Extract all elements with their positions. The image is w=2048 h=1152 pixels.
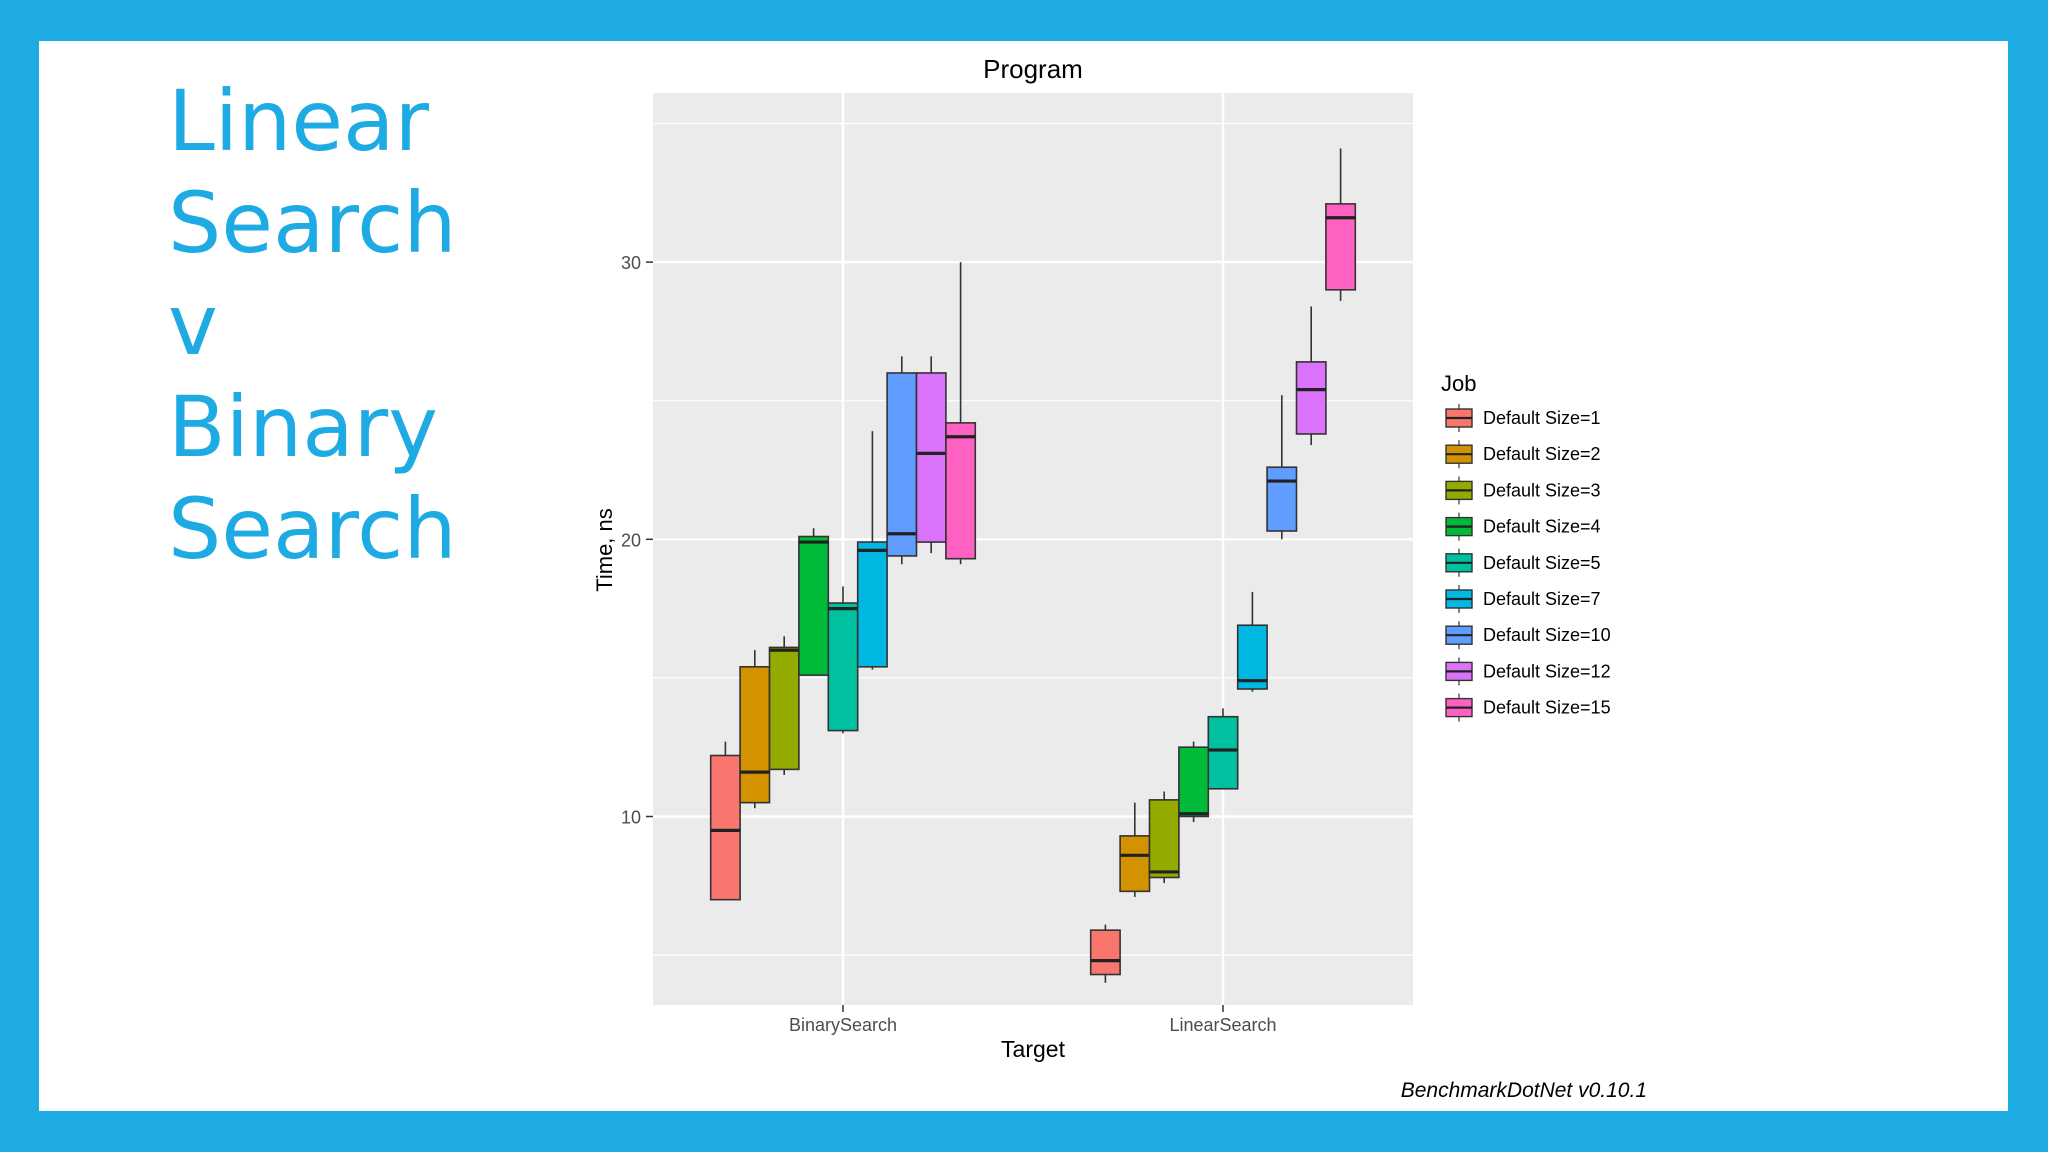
box-body xyxy=(945,422,977,560)
x-tick-label: BinarySearch xyxy=(789,1015,897,1035)
axis-layer: 10 20 30 BinarySearch LinearSearch xyxy=(621,253,1277,1035)
box-body xyxy=(709,754,741,901)
legend-label: Default Size=1 xyxy=(1483,408,1601,428)
box-body xyxy=(1119,835,1151,893)
legend-label: Default Size=10 xyxy=(1483,625,1611,645)
box-body xyxy=(1207,715,1239,790)
slide-title-line-4: Binary xyxy=(168,378,438,476)
box-BinarySearch-Default-Size-5 xyxy=(827,586,859,734)
legend-label: Default Size=5 xyxy=(1483,553,1601,573)
box-LinearSearch-Default-Size-12 xyxy=(1295,306,1327,446)
box-LinearSearch-Default-Size-1 xyxy=(1089,924,1121,983)
x-tick-label: LinearSearch xyxy=(1169,1015,1276,1035)
legend-label: Default Size=15 xyxy=(1483,698,1611,718)
plot-panel xyxy=(653,93,1413,1005)
box-BinarySearch-Default-Size-15 xyxy=(945,262,977,565)
box-BinarySearch-Default-Size-7 xyxy=(856,431,888,670)
legend-label: Default Size=7 xyxy=(1483,589,1601,609)
box-LinearSearch-Default-Size-3 xyxy=(1148,791,1180,884)
box-body xyxy=(886,372,918,557)
box-BinarySearch-Default-Size-3 xyxy=(768,636,800,775)
box-LinearSearch-Default-Size-7 xyxy=(1236,591,1268,692)
box-body xyxy=(1266,466,1298,532)
box-BinarySearch-Default-Size-10 xyxy=(886,356,918,565)
box-BinarySearch-Default-Size-2 xyxy=(739,650,771,809)
box-layer xyxy=(709,148,1357,983)
box-LinearSearch-Default-Size-10 xyxy=(1266,395,1298,540)
legend-label: Default Size=4 xyxy=(1483,517,1601,537)
box-body xyxy=(739,666,771,804)
legend-label: Default Size=2 xyxy=(1483,444,1601,464)
slide-title: Linear Search v Binary Search xyxy=(168,70,588,580)
legend-label: Default Size=3 xyxy=(1483,480,1601,500)
box-body xyxy=(768,646,800,771)
box-BinarySearch-Default-Size-1 xyxy=(709,741,741,901)
slide-title-line-3: v xyxy=(168,276,218,374)
legend-item: Default Size=5 xyxy=(1445,548,1601,577)
grid-layer xyxy=(653,93,1413,1005)
box-body xyxy=(1148,799,1180,879)
y-tick-label: 10 xyxy=(621,808,641,828)
legend-item: Default Size=12 xyxy=(1445,657,1611,686)
legend-label: Default Size=12 xyxy=(1483,661,1611,681)
legend-item: Default Size=4 xyxy=(1445,512,1601,541)
slide-title-line-5: Search xyxy=(168,480,457,578)
legend-item: Default Size=7 xyxy=(1445,585,1601,613)
box-body xyxy=(827,602,859,732)
legend-item: Default Size=15 xyxy=(1445,693,1611,722)
box-body xyxy=(798,535,830,676)
slide-title-line-1: Linear xyxy=(168,72,430,170)
y-tick-label: 30 xyxy=(621,253,641,273)
benchmark-caption: BenchmarkDotNet v0.10.1 xyxy=(1401,1079,1647,1102)
y-tick-label: 20 xyxy=(621,530,641,550)
box-LinearSearch-Default-Size-4 xyxy=(1178,741,1210,823)
legend-title: Job xyxy=(1441,371,1476,396)
box-BinarySearch-Default-Size-12 xyxy=(915,356,947,554)
legend-item: Default Size=10 xyxy=(1445,621,1611,650)
box-body xyxy=(1089,929,1121,976)
y-axis-label: Time, ns xyxy=(592,508,617,592)
legend-item: Default Size=1 xyxy=(1445,404,1601,432)
box-BinarySearch-Default-Size-4 xyxy=(798,528,830,676)
x-axis-label: Target xyxy=(1001,1036,1066,1062)
legend-item: Default Size=3 xyxy=(1445,476,1601,505)
box-body xyxy=(856,541,888,668)
box-LinearSearch-Default-Size-15 xyxy=(1325,148,1357,301)
box-body xyxy=(1236,624,1268,690)
box-body xyxy=(1178,746,1210,818)
box-body xyxy=(1295,361,1327,435)
chart-title: Program xyxy=(983,54,1083,84)
box-body xyxy=(915,372,947,543)
slide-title-line-2: Search xyxy=(168,174,457,272)
legend: Default Size=1 Default Size=2 Default Size… xyxy=(1445,404,1611,722)
box-LinearSearch-Default-Size-5 xyxy=(1207,708,1239,790)
legend-item: Default Size=2 xyxy=(1445,440,1601,469)
